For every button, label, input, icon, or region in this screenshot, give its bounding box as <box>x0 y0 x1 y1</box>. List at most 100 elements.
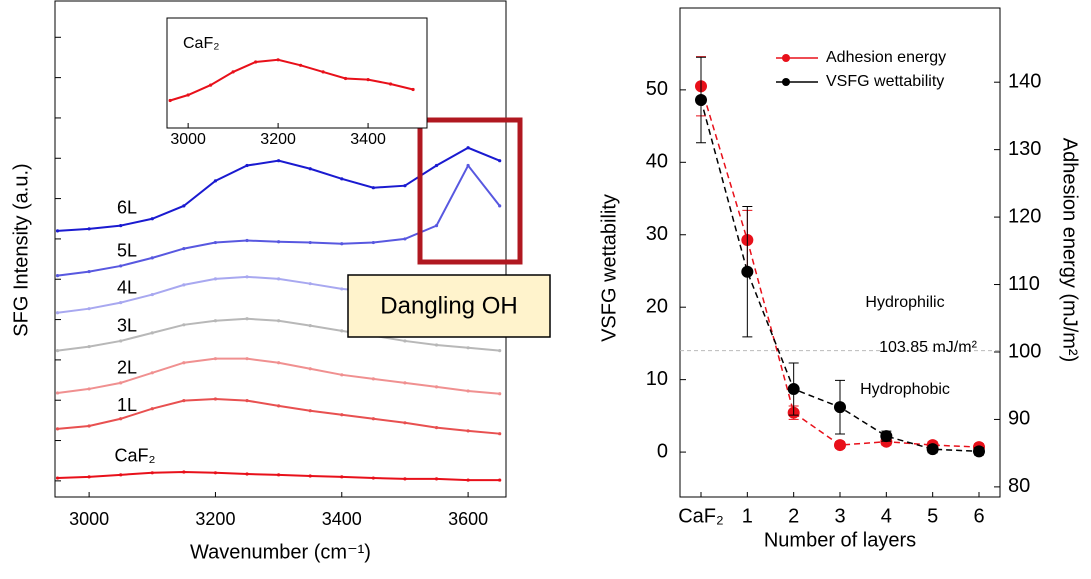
spectrum-point <box>182 361 186 365</box>
spectrum-point <box>434 224 439 228</box>
y2-tick-label: 80 <box>1008 475 1030 497</box>
x-tick-label: 4 <box>881 505 892 527</box>
spectrum-point <box>308 240 312 245</box>
spectrum-point <box>182 204 186 208</box>
x-axis-label: Number of layers <box>764 529 916 551</box>
data-point <box>695 94 707 107</box>
x-tick-label: 3200 <box>260 131 296 148</box>
spectrum-point <box>434 163 439 168</box>
spectrum-point <box>371 417 375 421</box>
y-axis-label: SFG Intensity (a.u.) <box>10 163 32 336</box>
spectrum-point <box>340 475 344 479</box>
spectrum-point <box>245 163 249 168</box>
spectrum-point <box>213 319 218 323</box>
series-label: CaF₂ <box>115 446 156 466</box>
y2-tick-label: 140 <box>1008 70 1041 92</box>
spectrum-line <box>169 58 414 102</box>
callout-text: Dangling OH <box>380 292 517 319</box>
x-tick-label: 2 <box>788 505 799 527</box>
spectrum-point <box>371 377 375 381</box>
spectrum-point <box>277 361 281 365</box>
spectrum-point <box>168 98 172 103</box>
spectrum-point <box>182 470 186 474</box>
spectrum-point <box>403 421 407 425</box>
spectrum-point <box>321 70 325 74</box>
spectrum-point <box>150 217 154 221</box>
y-tick-label: 40 <box>646 151 668 173</box>
data-point <box>973 445 985 458</box>
spectrum-point <box>466 389 470 393</box>
spectrum-point <box>434 343 439 347</box>
spectrum-point <box>277 473 281 477</box>
spectrum-point <box>55 229 60 233</box>
spectrum-point <box>150 292 154 297</box>
spectrum-point <box>276 58 280 62</box>
spectrum-point <box>254 60 258 64</box>
spectrum-point <box>340 242 344 246</box>
y2-tick-label: 110 <box>1008 273 1040 295</box>
x-tick-label: CaF₂ <box>678 505 724 527</box>
annotation: Hydrophobic <box>860 381 950 398</box>
spectrum-point <box>55 476 60 480</box>
spectrum-point <box>277 277 281 281</box>
highlight-box <box>417 117 523 265</box>
series-label: 6L <box>117 198 137 218</box>
callout-box <box>347 274 551 338</box>
spectrum-point <box>403 477 407 481</box>
spectrum-point <box>119 224 123 228</box>
spectrum-point <box>119 301 123 305</box>
spectrum-point <box>498 159 502 163</box>
spectrum-point <box>231 70 235 74</box>
annotation: 103.85 mJ/m² <box>879 339 977 356</box>
x-tick-label: 3600 <box>448 509 488 529</box>
spectrum-point <box>213 397 218 401</box>
spectrum-point <box>245 399 249 403</box>
spectrum-point <box>340 373 344 377</box>
spectrum-point <box>150 256 154 260</box>
spectrum-point <box>182 246 186 251</box>
y2-tick-label: 90 <box>1008 408 1030 430</box>
spectrum-point <box>371 240 375 245</box>
x-tick-label: 1 <box>742 505 753 527</box>
spectrum-point <box>245 472 249 476</box>
series-label: 5L <box>117 240 137 260</box>
x-tick-label: 6 <box>973 505 984 527</box>
data-point <box>926 443 939 456</box>
legend-marker <box>782 78 790 86</box>
spectrum-point <box>403 381 407 385</box>
spectrum-point <box>150 407 154 411</box>
spectrum-point <box>308 167 312 171</box>
spectrum-point <box>87 424 91 428</box>
x-tick-label: 3 <box>834 505 845 527</box>
x-tick-label: 3400 <box>322 509 362 529</box>
spectrum-point <box>343 76 348 81</box>
spectrum-point <box>403 339 407 343</box>
y-axis-label: VSFG wettability <box>598 194 620 342</box>
legend-marker <box>782 54 790 62</box>
spectrum-point <box>150 331 154 335</box>
spectrum-point <box>498 432 502 436</box>
spectrum-point <box>55 349 60 353</box>
series-label: 2L <box>117 358 137 378</box>
spectrum-point <box>119 473 123 477</box>
spectrum-point <box>150 371 154 375</box>
spectrum-point <box>498 392 502 396</box>
spectrum-point <box>87 387 91 391</box>
spectrum-point <box>498 204 502 208</box>
spectrum-point <box>182 323 186 327</box>
spectrum-point <box>308 324 312 328</box>
spectrum-point <box>466 146 470 150</box>
spectrum-point <box>340 413 344 417</box>
x-tick-label: 5 <box>927 505 938 527</box>
spectrum-point <box>186 93 190 97</box>
inset-title: CaF₂ <box>183 35 219 52</box>
x-tick-label: 3000 <box>69 509 109 529</box>
series-label: 3L <box>117 315 137 335</box>
spectrum-point <box>213 357 218 361</box>
spectrum-point <box>213 277 218 281</box>
y-tick-label: 30 <box>646 223 668 245</box>
spectrum-point <box>182 399 186 403</box>
x-tick-label: 3400 <box>350 131 386 148</box>
spectrum-point <box>308 474 312 478</box>
